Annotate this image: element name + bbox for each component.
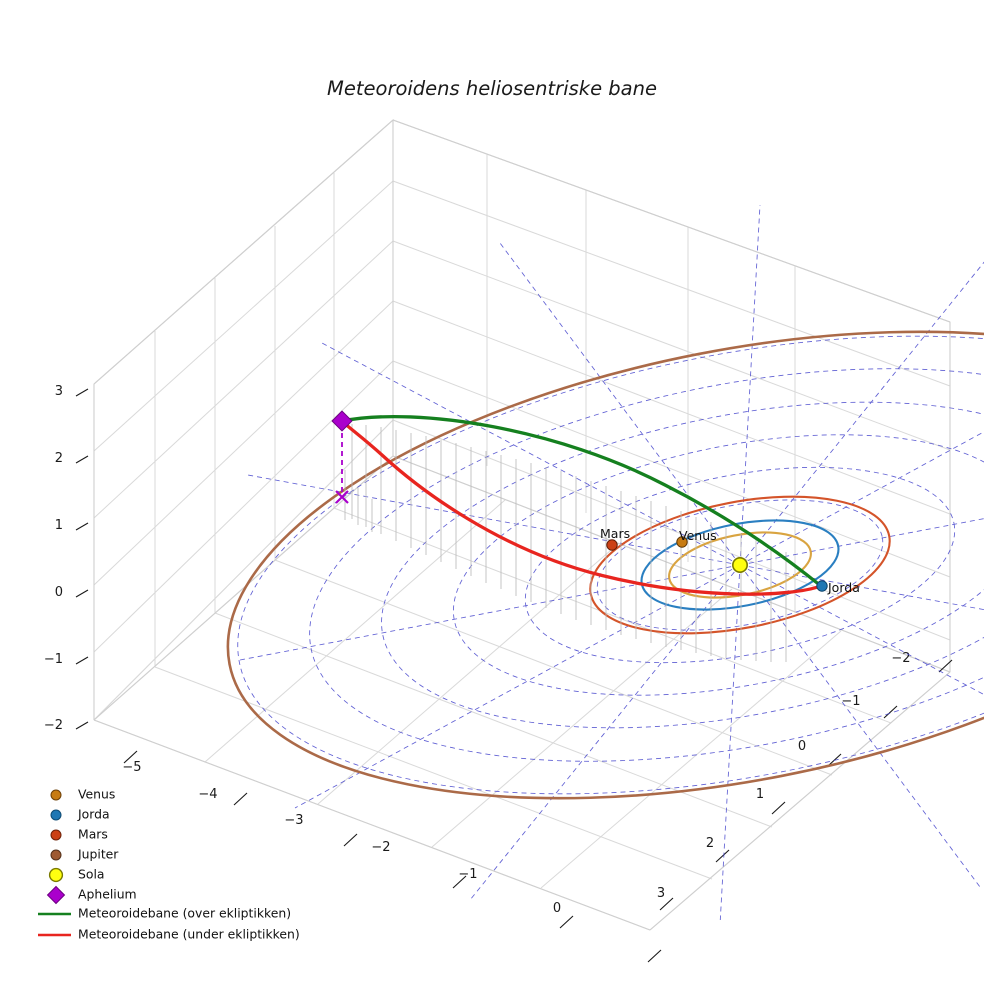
- legend-label-sola: Sola: [78, 867, 104, 882]
- x-tick-1: −4: [198, 787, 217, 802]
- x-tick-5: 0: [553, 901, 561, 916]
- marker-mars: [606, 539, 618, 551]
- legend-label-above: Meteoroidebane (over ekliptikken): [78, 906, 291, 921]
- aphelion-projection-x-icon: [335, 490, 349, 504]
- y-tick-2: 0: [798, 739, 806, 754]
- z-tick-0: 3: [55, 384, 63, 399]
- polar-grid: [237, 204, 984, 920]
- y-axis: −2 −1 0 1 2 3: [657, 651, 953, 911]
- legend-label-jupiter: Jupiter: [77, 847, 119, 862]
- label-mars: Mars: [600, 526, 630, 541]
- y-tick-0: −2: [891, 651, 910, 666]
- marker-jorda: [816, 580, 828, 592]
- pane-right-wall: [392, 119, 951, 641]
- legend-marker-jupiter: [50, 849, 62, 861]
- x-tick-2: −3: [284, 813, 303, 828]
- axes-spines: [93, 119, 951, 931]
- z-tick-1: 2: [55, 451, 63, 466]
- legend-marker-aphelium: [46, 885, 66, 905]
- x-axis: −5 −4 −3 −2 −1 0: [122, 750, 662, 963]
- z-tick-2: 1: [55, 518, 63, 533]
- legend-label-mars: Mars: [78, 827, 108, 842]
- meteoroid-orbit-above: [340, 414, 823, 588]
- z-tick-4: −1: [44, 652, 63, 667]
- legend-label-aphelium: Aphelium: [78, 887, 137, 902]
- legend-marker-venus: [50, 789, 62, 801]
- marker-venus: [676, 536, 688, 548]
- orbit-jupiter: [226, 330, 984, 800]
- z-tick-5: −2: [44, 718, 63, 733]
- y-tick-4: 2: [706, 836, 714, 851]
- legend-label-venus: Venus: [78, 787, 115, 802]
- legend-label-below: Meteoroidebane (under ekliptikken): [78, 927, 300, 942]
- legend-marker-mars: [50, 829, 62, 841]
- meteoroid-orbit-below: [340, 419, 823, 596]
- y-tick-5: 3: [657, 886, 665, 901]
- x-tick-3: −2: [371, 840, 390, 855]
- x-tick-0: −5: [122, 760, 141, 775]
- y-tick-1: −1: [841, 694, 860, 709]
- legend: Venus Jorda Mars Jupiter Sola Aphelium M…: [38, 787, 300, 942]
- z-tick-3: 0: [55, 585, 63, 600]
- label-venus: Venus: [679, 528, 717, 543]
- legend-label-jorda: Jorda: [77, 807, 110, 822]
- legend-marker-sola: [48, 867, 64, 883]
- y-tick-3: 1: [756, 787, 764, 802]
- marker-sola: [731, 556, 748, 573]
- z-axis: 3 2 1 0 −1 −2: [44, 384, 89, 733]
- x-tick-4: −1: [458, 867, 477, 882]
- label-jorda: Jorda: [827, 580, 860, 595]
- axes-panes: [93, 118, 951, 931]
- aphelion-marker: [331, 410, 353, 432]
- legend-marker-jorda: [50, 809, 62, 821]
- planet-labels: Mars Venus Jorda: [600, 526, 860, 595]
- page-title: Meteoroidens heliosentriske bane: [327, 77, 657, 100]
